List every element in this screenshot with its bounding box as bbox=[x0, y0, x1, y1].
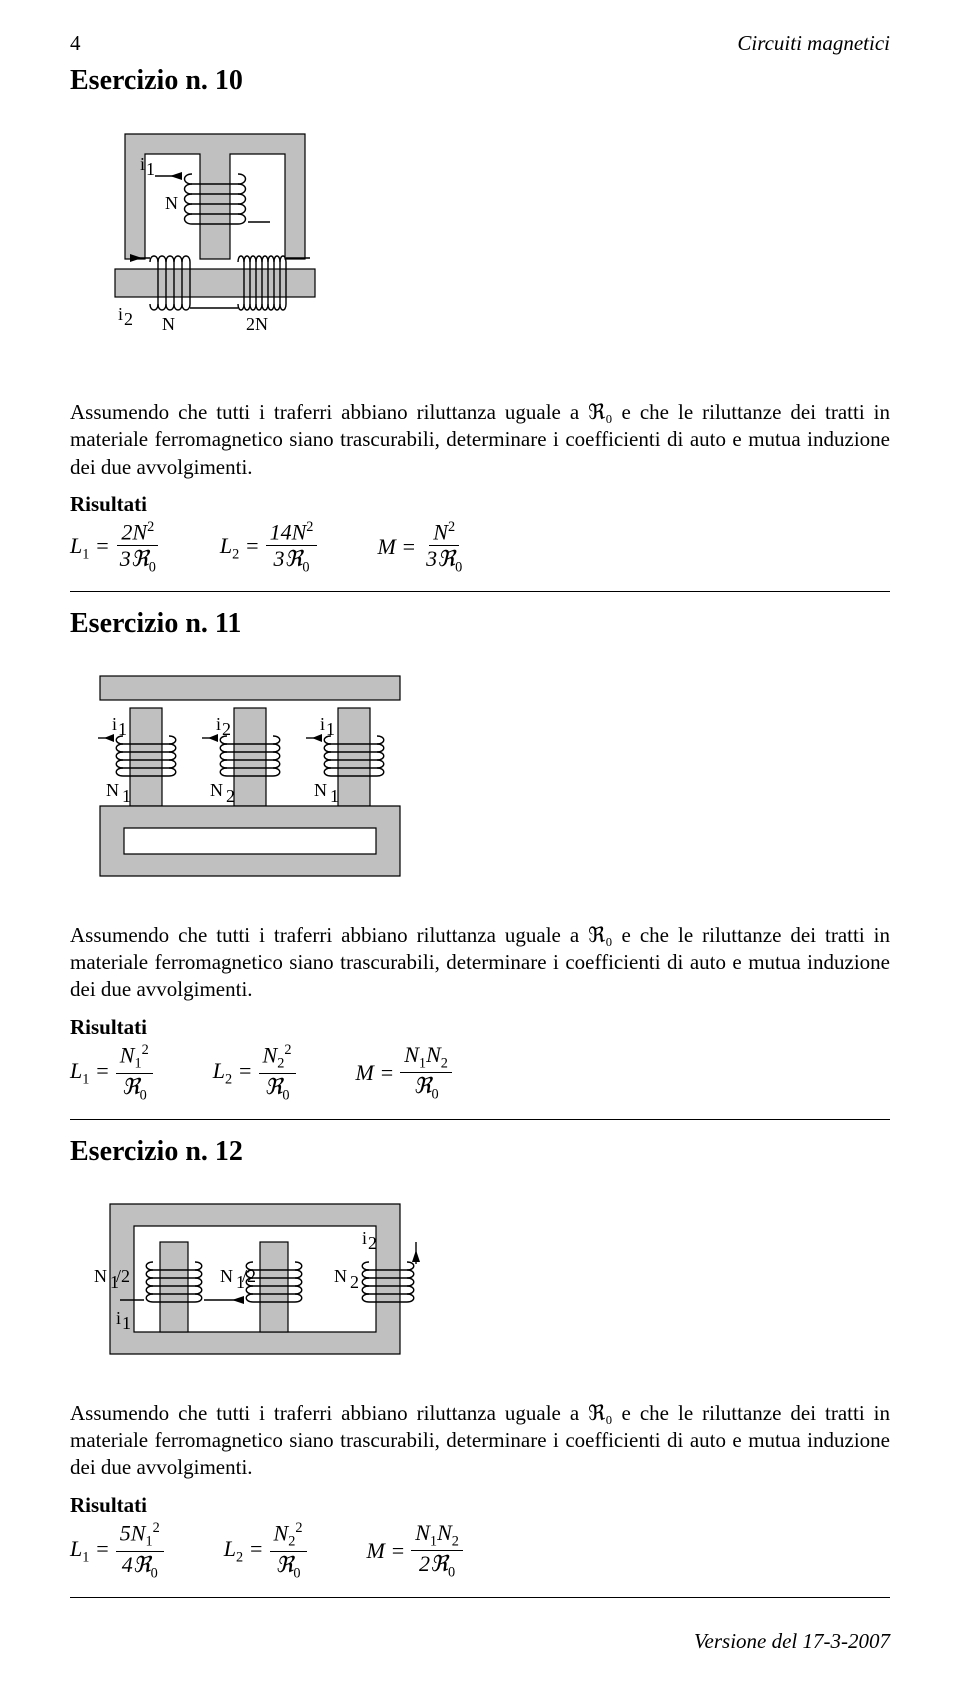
exercise-12-figure: N1/2 N1/2 N2 i1 i2 bbox=[70, 1184, 890, 1381]
svg-text:i: i bbox=[140, 154, 145, 174]
svg-text:1: 1 bbox=[326, 719, 335, 739]
svg-text:N: N bbox=[162, 314, 175, 334]
svg-text:i: i bbox=[216, 714, 221, 734]
svg-text:i: i bbox=[362, 1228, 367, 1248]
svg-text:N: N bbox=[210, 780, 223, 800]
ex12-L1: L1 = 5N12 4ℜ0 bbox=[70, 1521, 164, 1581]
svg-text:i: i bbox=[320, 714, 325, 734]
exercise-11-title: Esercizio n. 11 bbox=[70, 606, 890, 642]
page-footer: Versione del 17-3-2007 bbox=[70, 1628, 890, 1655]
exercise-11-results-label: Risultati bbox=[70, 1014, 890, 1041]
ex12-M: M = N1N2 2ℜ0 bbox=[367, 1521, 463, 1581]
exercise-10-results-label: Risultati bbox=[70, 491, 890, 518]
exercise-12-title: Esercizio n. 12 bbox=[70, 1134, 890, 1170]
page-number: 4 bbox=[70, 30, 81, 57]
svg-text:2: 2 bbox=[222, 719, 231, 739]
svg-text:N: N bbox=[94, 1266, 107, 1286]
exercise-12-text: Assumendo che tutti i traferri abbiano r… bbox=[70, 1400, 890, 1482]
ex11-L1: L1 = N12 ℜ0 bbox=[70, 1043, 153, 1103]
chapter-title: Circuiti magnetici bbox=[737, 30, 890, 57]
svg-text:N: N bbox=[106, 780, 119, 800]
svg-text:N: N bbox=[314, 780, 327, 800]
divider bbox=[70, 1119, 890, 1120]
svg-text:i: i bbox=[116, 1308, 121, 1328]
ex11-svg: i1 i2 i1 N1 N2 N1 bbox=[70, 656, 430, 896]
divider bbox=[70, 1597, 890, 1598]
exercise-11-figure: i1 i2 i1 N1 N2 N1 bbox=[70, 656, 890, 903]
ex10-M: M = N2 3ℜ0 bbox=[377, 520, 466, 575]
ex12-L2: L2 = N22 ℜ0 bbox=[224, 1521, 307, 1581]
svg-text:1: 1 bbox=[330, 786, 339, 806]
svg-text:2: 2 bbox=[226, 786, 235, 806]
svg-text:i: i bbox=[112, 714, 117, 734]
svg-text:N: N bbox=[334, 1266, 347, 1286]
ex10-L1: L1 = 2N2 3ℜ0 bbox=[70, 520, 160, 575]
svg-text:2N: 2N bbox=[246, 314, 268, 334]
svg-text:2: 2 bbox=[124, 309, 133, 329]
svg-text:/2: /2 bbox=[242, 1266, 256, 1286]
svg-text:1: 1 bbox=[122, 786, 131, 806]
ex10-L2: L2 = 14N2 3ℜ0 bbox=[220, 520, 318, 575]
svg-text:N: N bbox=[220, 1266, 233, 1286]
svg-text:2: 2 bbox=[368, 1233, 377, 1253]
svg-text:N: N bbox=[165, 193, 178, 213]
exercise-12-results-label: Risultati bbox=[70, 1492, 890, 1519]
svg-text:/2: /2 bbox=[116, 1266, 130, 1286]
exercise-11-text: Assumendo che tutti i traferri abbiano r… bbox=[70, 922, 890, 1004]
svg-text:i: i bbox=[118, 304, 123, 324]
exercise-12-formulas: L1 = 5N12 4ℜ0 L2 = N22 ℜ0 M = N1N2 2ℜ0 bbox=[70, 1521, 890, 1581]
exercise-11-formulas: L1 = N12 ℜ0 L2 = N22 ℜ0 M = N1N2 ℜ0 bbox=[70, 1043, 890, 1103]
ex11-M: M = N1N2 ℜ0 bbox=[356, 1043, 452, 1103]
ex12-svg: N1/2 N1/2 N2 i1 i2 bbox=[70, 1184, 430, 1374]
exercise-10-text: Assumendo che tutti i traferri abbiano r… bbox=[70, 399, 890, 481]
exercise-10-title: Esercizio n. 10 bbox=[70, 63, 890, 99]
page-header: 4 Circuiti magnetici bbox=[70, 30, 890, 57]
svg-text:1: 1 bbox=[118, 719, 127, 739]
svg-text:1: 1 bbox=[122, 1313, 131, 1333]
svg-text:2: 2 bbox=[350, 1272, 359, 1292]
divider bbox=[70, 591, 890, 592]
exercise-10-formulas: L1 = 2N2 3ℜ0 L2 = 14N2 3ℜ0 M = N2 3ℜ0 bbox=[70, 520, 890, 575]
ex10-svg: i1 N i2 N 2N bbox=[70, 114, 360, 374]
svg-text:1: 1 bbox=[146, 159, 155, 179]
exercise-10-figure: i1 N i2 N 2N bbox=[70, 114, 890, 381]
ex11-L2: L2 = N22 ℜ0 bbox=[213, 1043, 296, 1103]
